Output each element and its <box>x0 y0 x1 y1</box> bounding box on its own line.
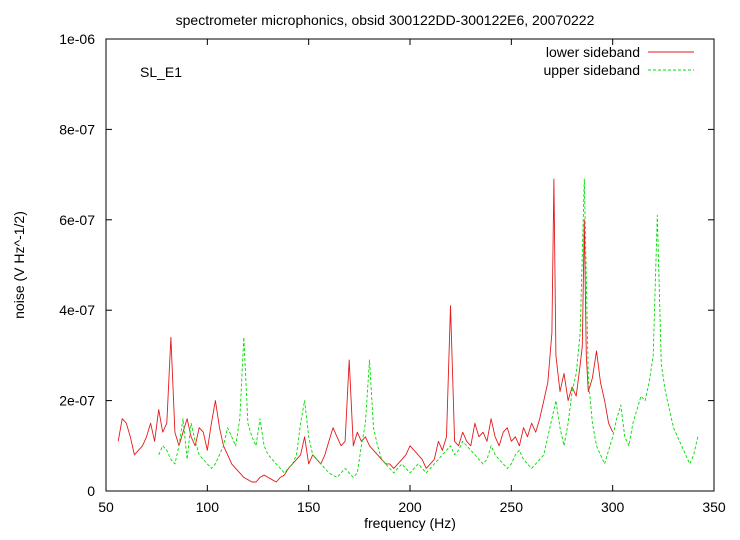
chart-annotation: SL_E1 <box>140 64 182 80</box>
x-axis-label: frequency (Hz) <box>364 515 456 531</box>
legend: lower sideband upper sideband <box>543 44 694 78</box>
x-tick-label: 50 <box>98 499 114 515</box>
x-axis: 50 100 150 200 250 300 350 <box>98 39 726 515</box>
x-tick-label: 100 <box>196 499 220 515</box>
legend-item-lower: lower sideband <box>546 44 694 60</box>
series-line-lower-sideband <box>117 178 614 483</box>
chart-title: spectrometer microphonics, obsid 300122D… <box>176 12 595 28</box>
x-tick-label: 150 <box>297 499 321 515</box>
x-tick-label: 250 <box>500 499 524 515</box>
y-axis: 0 2e-07 4e-07 6e-07 8e-07 1e-06 <box>59 31 714 499</box>
series-layer <box>117 178 699 483</box>
x-tick-label: 200 <box>398 499 422 515</box>
legend-label-lower: lower sideband <box>546 44 640 60</box>
plot-frame <box>105 38 715 492</box>
x-tick-label: 350 <box>702 499 726 515</box>
y-tick-label: 0 <box>87 483 95 499</box>
series-line-upper-sideband <box>158 178 699 478</box>
y-axis-label: noise (V Hz^-1/2) <box>11 211 27 319</box>
legend-label-upper: upper sideband <box>543 62 640 78</box>
x-tick-label: 300 <box>601 499 625 515</box>
y-tick-label: 6e-07 <box>59 212 95 228</box>
y-tick-label: 8e-07 <box>59 121 95 137</box>
y-tick-label: 2e-07 <box>59 393 95 409</box>
y-tick-label: 4e-07 <box>59 302 95 318</box>
legend-item-upper: upper sideband <box>543 62 694 78</box>
y-tick-label: 1e-06 <box>59 31 95 47</box>
